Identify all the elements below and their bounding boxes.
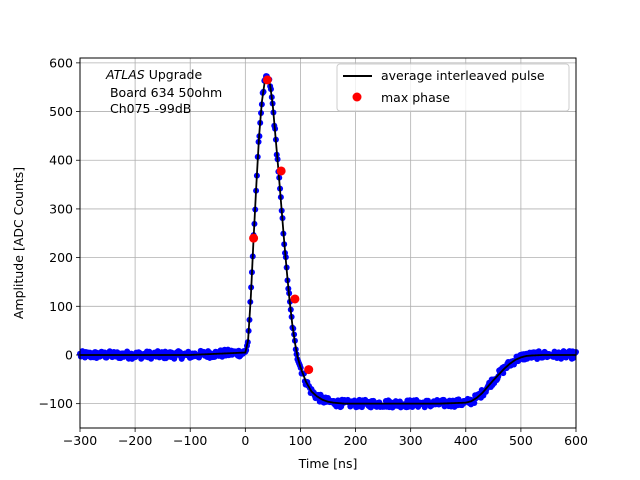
y-axis-label: Amplitude [ADC Counts] <box>11 167 26 319</box>
y-tick-label: 300 <box>49 201 73 216</box>
max-phase-point <box>290 294 300 304</box>
x-tick-label: −100 <box>173 433 207 448</box>
max-phase-point <box>249 233 259 243</box>
max-phase-points <box>249 75 314 375</box>
x-axis-label: Time [ns] <box>298 456 358 471</box>
x-tick-label: 300 <box>399 433 423 448</box>
y-tick-label: 0 <box>65 347 73 362</box>
x-axis-ticks: −300 −200 −100 0 100 200 300 400 500 600 <box>63 428 588 448</box>
pulse-line-group <box>80 75 576 405</box>
legend: average interleaved pulse max phase <box>336 63 570 112</box>
max-phase-point <box>262 75 272 85</box>
x-tick-label: 200 <box>344 433 368 448</box>
x-tick-label: −200 <box>118 433 152 448</box>
x-tick-label: 0 <box>241 433 249 448</box>
sample-point <box>471 400 478 406</box>
y-tick-label: 200 <box>49 250 73 265</box>
legend-label-pulse: average interleaved pulse <box>381 68 545 83</box>
max-phase-point <box>276 166 286 176</box>
annotation-line-2: Board 634 50ohm <box>106 85 222 100</box>
legend-box <box>336 63 570 112</box>
y-tick-label: 100 <box>49 299 73 314</box>
legend-dot-swatch <box>352 92 362 102</box>
annotation-line-1: ATLAS Upgrade <box>105 67 202 82</box>
annotation-atlas: ATLAS <box>105 67 145 82</box>
x-tick-label: 100 <box>289 433 313 448</box>
y-tick-label: 600 <box>49 55 73 70</box>
x-tick-label: 500 <box>509 433 533 448</box>
atlas-annotation: ATLAS Upgrade Board 634 50ohm Ch075 -99d… <box>105 67 222 116</box>
y-tick-label: −100 <box>39 396 73 411</box>
legend-label-max-phase: max phase <box>381 90 450 105</box>
x-tick-label: 400 <box>454 433 478 448</box>
plot-frame <box>79 57 577 429</box>
y-tick-label: 400 <box>49 153 73 168</box>
annotation-upgrade: Upgrade <box>145 67 203 82</box>
annotation-line-3: Ch075 -99dB <box>106 101 191 116</box>
x-tick-label: −300 <box>63 433 97 448</box>
y-axis-ticks: −100 0 100 200 300 400 500 600 <box>39 55 80 411</box>
average-pulse-line <box>80 75 576 405</box>
y-tick-label: 500 <box>49 104 73 119</box>
x-tick-label: 600 <box>564 433 588 448</box>
max-phase-point <box>304 365 314 375</box>
